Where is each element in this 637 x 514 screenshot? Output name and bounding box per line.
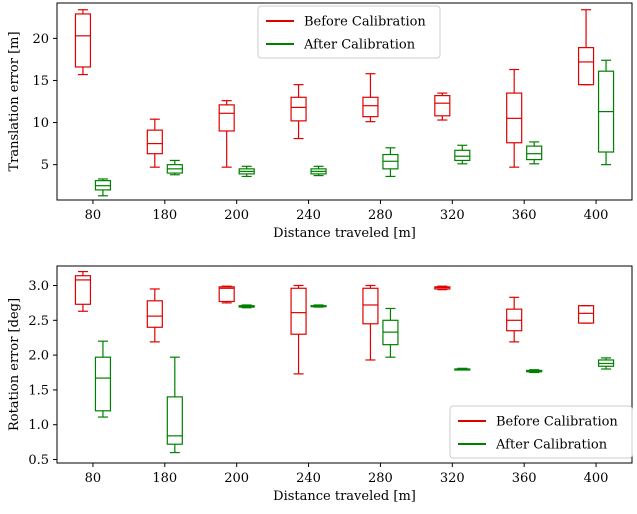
iqr-box <box>166 396 183 445</box>
legend-frame <box>449 405 633 459</box>
x-tick-label: 320 <box>440 208 465 223</box>
iqr-box <box>146 300 163 328</box>
y-tick-label: 3.0 <box>28 279 49 294</box>
box-before-280 <box>362 73 379 123</box>
y-tick-label: 1.5 <box>28 383 49 398</box>
x-tick-label: 180 <box>152 471 177 486</box>
axes-frame <box>56 265 633 464</box>
iqr-box <box>218 286 235 303</box>
box-before-360 <box>506 68 523 168</box>
legend-label: Before Calibration <box>304 15 426 30</box>
box-before-360 <box>506 296 523 343</box>
box-before-180 <box>146 288 163 343</box>
iqr-box <box>454 149 471 162</box>
iqr-box <box>362 287 379 325</box>
box-before-400 <box>577 9 595 86</box>
y-tick-label: 10 <box>32 116 49 131</box>
box-before-240 <box>290 84 307 140</box>
box-after-320 <box>454 367 471 371</box>
iqr-box <box>434 95 451 117</box>
box-after-360 <box>526 141 543 165</box>
iqr-box <box>290 96 307 122</box>
legend-label: Before Calibration <box>496 415 618 430</box>
y-tick-label: 15 <box>32 74 49 89</box>
box-after-400 <box>597 357 615 370</box>
iqr-box <box>94 356 112 412</box>
box-before-80 <box>74 9 92 76</box>
x-tick-label: 80 <box>85 208 102 223</box>
iqr-box <box>362 96 379 118</box>
box-before-180 <box>146 118 163 168</box>
box-after-80 <box>94 340 112 418</box>
legend: Before Calibration After Calibration <box>257 5 441 59</box>
x-tick-label: 400 <box>584 208 609 223</box>
y-tick-label: 2.0 <box>28 349 49 364</box>
box-after-240 <box>310 165 327 177</box>
box-before-320 <box>434 285 451 291</box>
box-before-80 <box>74 270 92 312</box>
y-tick-label: 5 <box>41 158 49 173</box>
x-tick-label: 400 <box>584 471 609 486</box>
iqr-box <box>74 13 92 68</box>
y-axis-label: Translation error [m] <box>7 31 22 171</box>
x-axis-label: Distance traveled [m] <box>273 489 416 504</box>
x-tick-label: 240 <box>296 208 321 223</box>
iqr-box <box>290 287 307 335</box>
y-tick-label: 0.5 <box>28 453 49 468</box>
box-after-360 <box>526 369 543 374</box>
x-tick-label: 200 <box>224 471 249 486</box>
iqr-box <box>74 275 92 305</box>
legend-label: After Calibration <box>495 438 608 453</box>
box-after-200 <box>238 165 255 178</box>
box-after-80 <box>94 178 112 197</box>
x-tick-label: 360 <box>512 471 537 486</box>
legend-label: After Calibration <box>303 38 416 53</box>
box-after-240 <box>310 304 327 308</box>
box-after-200 <box>238 304 255 309</box>
iqr-box <box>577 47 595 86</box>
translation-error-panel: 5 10 15 20 80 180 200 240 280 320 360 400 Distance t… <box>7 2 633 241</box>
iqr-box <box>526 145 543 161</box>
x-tick-label: 360 <box>512 208 537 223</box>
box-after-280 <box>382 307 399 358</box>
axes-frame <box>56 2 633 201</box>
x-tick-label: 200 <box>224 208 249 223</box>
box-before-200 <box>218 285 235 304</box>
iqr-box <box>577 305 595 324</box>
box-after-280 <box>382 147 399 178</box>
x-tick-label: 80 <box>85 471 102 486</box>
iqr-box <box>218 104 235 132</box>
box-after-180 <box>166 159 183 176</box>
x-axis-label: Distance traveled [m] <box>273 226 416 241</box>
x-tick-label: 320 <box>440 471 465 486</box>
x-tick-label: 280 <box>368 208 393 223</box>
x-tick-label: 280 <box>368 471 393 486</box>
box-after-320 <box>454 144 471 165</box>
legend: Before Calibration After Calibration <box>449 405 633 459</box>
box-before-280 <box>362 284 379 361</box>
rotation-error-panel: 0.5 1.0 1.5 2.0 2.5 3.0 80 180 200 240 280 320 360 40… <box>7 265 633 504</box>
box-before-400 <box>577 305 595 324</box>
legend-frame <box>257 5 441 59</box>
x-tick-label: 180 <box>152 208 177 223</box>
x-tick-label: 240 <box>296 471 321 486</box>
y-tick-label: 2.5 <box>28 314 49 329</box>
box-after-400 <box>597 59 615 166</box>
y-tick-label: 1.0 <box>28 418 49 433</box>
iqr-box <box>146 129 163 155</box>
box-after-180 <box>166 356 183 454</box>
box-before-320 <box>434 92 451 121</box>
box-before-240 <box>290 284 307 375</box>
box-before-200 <box>218 100 235 168</box>
y-axis-label: Rotation error [deg] <box>7 298 22 431</box>
y-tick-label: 20 <box>32 32 49 47</box>
